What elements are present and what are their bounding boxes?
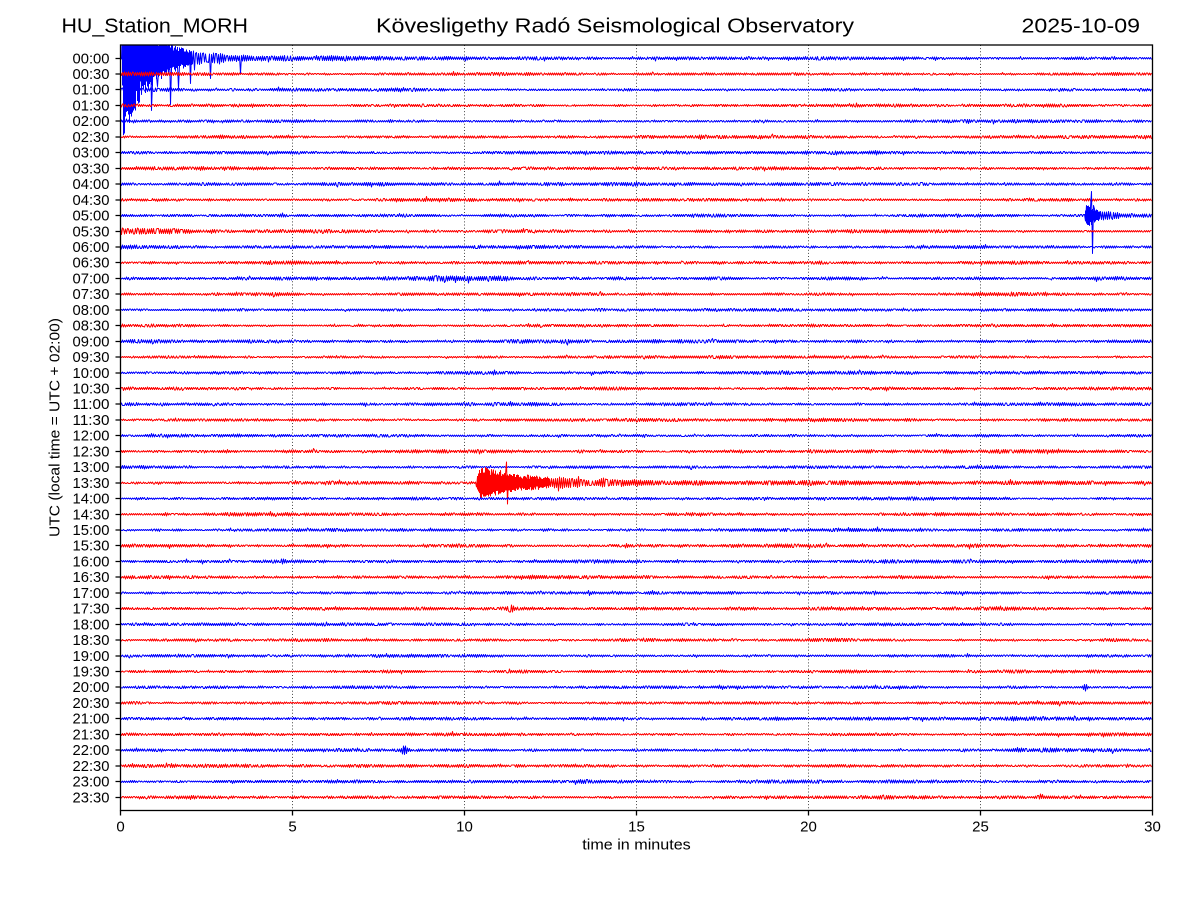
svg-text:21:30: 21:30: [73, 727, 110, 744]
svg-text:00:00: 00:00: [73, 51, 110, 68]
svg-text:20:00: 20:00: [73, 679, 110, 696]
svg-text:19:30: 19:30: [73, 664, 110, 681]
svg-text:23:00: 23:00: [73, 774, 110, 791]
svg-text:04:00: 04:00: [73, 176, 110, 193]
svg-text:04:30: 04:30: [73, 192, 110, 209]
svg-text:06:00: 06:00: [73, 239, 110, 256]
svg-text:05:00: 05:00: [73, 208, 110, 225]
svg-text:0: 0: [116, 819, 124, 836]
svg-text:18:30: 18:30: [73, 632, 110, 649]
svg-text:21:00: 21:00: [73, 711, 110, 728]
svg-text:08:30: 08:30: [73, 318, 110, 335]
svg-text:30: 30: [1144, 819, 1161, 836]
svg-text:17:30: 17:30: [73, 601, 110, 618]
svg-text:10:30: 10:30: [73, 381, 110, 398]
svg-text:22:00: 22:00: [73, 742, 110, 759]
svg-text:19:00: 19:00: [73, 648, 110, 665]
svg-text:HU_Station_MORH: HU_Station_MORH: [62, 15, 249, 38]
svg-text:01:30: 01:30: [73, 98, 110, 115]
svg-text:02:00: 02:00: [73, 113, 110, 130]
svg-text:22:30: 22:30: [73, 758, 110, 775]
svg-text:07:00: 07:00: [73, 271, 110, 288]
svg-text:03:30: 03:30: [73, 161, 110, 178]
svg-text:20: 20: [800, 819, 817, 836]
svg-text:Kövesligethy Radó Seismologica: Kövesligethy Radó Seismological Observat…: [376, 15, 855, 38]
svg-text:25: 25: [972, 819, 989, 836]
svg-text:15: 15: [628, 819, 645, 836]
svg-text:17:00: 17:00: [73, 585, 110, 602]
svg-text:18:00: 18:00: [73, 617, 110, 634]
svg-text:20:30: 20:30: [73, 695, 110, 712]
svg-text:14:00: 14:00: [73, 491, 110, 508]
svg-text:12:00: 12:00: [73, 428, 110, 445]
svg-text:03:00: 03:00: [73, 145, 110, 162]
svg-text:06:30: 06:30: [73, 255, 110, 272]
svg-text:05:30: 05:30: [73, 224, 110, 241]
svg-text:15:00: 15:00: [73, 522, 110, 539]
svg-text:09:30: 09:30: [73, 349, 110, 366]
svg-text:16:00: 16:00: [73, 554, 110, 571]
svg-text:2025-10-09: 2025-10-09: [1022, 15, 1141, 38]
svg-text:16:30: 16:30: [73, 569, 110, 586]
svg-text:11:00: 11:00: [73, 396, 110, 413]
svg-text:5: 5: [288, 819, 296, 836]
svg-text:14:30: 14:30: [73, 507, 110, 524]
svg-text:10:00: 10:00: [73, 365, 110, 382]
svg-text:07:30: 07:30: [73, 286, 110, 303]
svg-text:15:30: 15:30: [73, 538, 110, 555]
svg-text:10: 10: [456, 819, 473, 836]
svg-text:00:30: 00:30: [73, 66, 110, 83]
svg-text:08:00: 08:00: [73, 302, 110, 319]
svg-text:02:30: 02:30: [73, 129, 110, 146]
svg-text:13:00: 13:00: [73, 459, 110, 476]
svg-text:09:00: 09:00: [73, 334, 110, 351]
svg-text:time in minutes: time in minutes: [582, 838, 691, 854]
svg-text:UTC (local time = UTC + 02:00): UTC (local time = UTC + 02:00): [47, 318, 63, 537]
svg-text:23:30: 23:30: [73, 790, 110, 807]
svg-text:12:30: 12:30: [73, 444, 110, 461]
svg-text:11:30: 11:30: [73, 412, 110, 429]
svg-text:13:30: 13:30: [73, 475, 110, 492]
svg-text:01:00: 01:00: [73, 82, 110, 99]
